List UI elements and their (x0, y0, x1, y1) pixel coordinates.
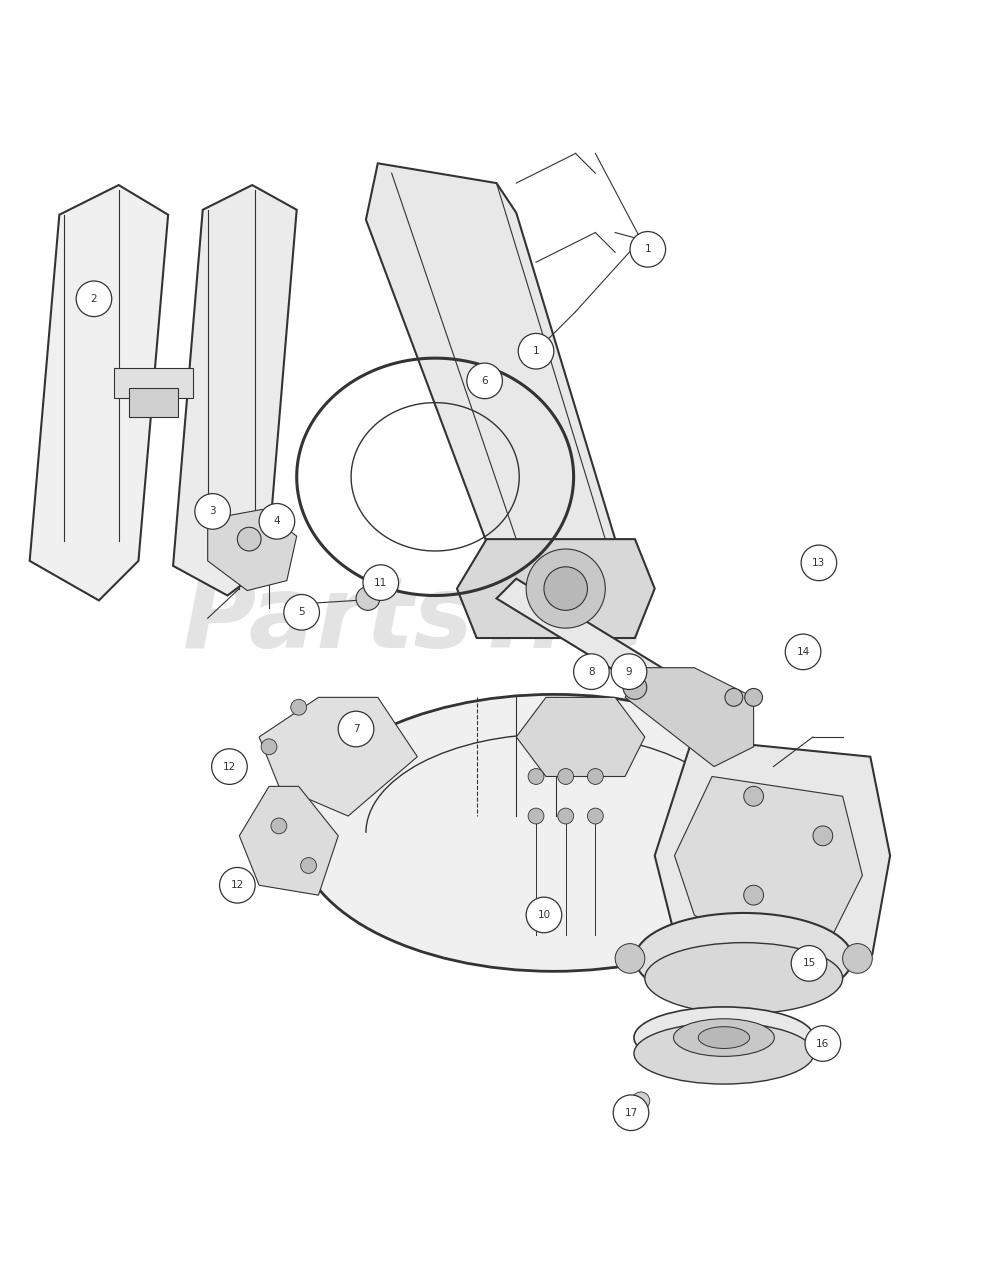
Circle shape (518, 333, 554, 369)
Text: 4: 4 (274, 516, 280, 526)
Polygon shape (655, 739, 890, 974)
Circle shape (630, 232, 666, 268)
Circle shape (76, 282, 112, 316)
Polygon shape (625, 668, 754, 767)
Polygon shape (173, 186, 297, 595)
Circle shape (744, 786, 764, 806)
Polygon shape (259, 698, 417, 817)
Circle shape (291, 699, 307, 716)
Circle shape (338, 712, 374, 746)
Circle shape (587, 768, 603, 785)
Ellipse shape (634, 1023, 814, 1084)
Text: 12: 12 (223, 762, 236, 772)
Text: PartsTre: PartsTre (183, 572, 648, 668)
Ellipse shape (698, 1027, 750, 1048)
Circle shape (261, 739, 277, 755)
Circle shape (574, 654, 609, 690)
Circle shape (526, 897, 562, 933)
Polygon shape (674, 777, 862, 955)
Circle shape (356, 586, 380, 611)
Ellipse shape (674, 1019, 774, 1056)
Text: TM: TM (572, 589, 605, 608)
Circle shape (284, 594, 319, 630)
Text: 15: 15 (802, 959, 816, 969)
Polygon shape (114, 369, 193, 398)
Circle shape (363, 564, 399, 600)
Polygon shape (129, 388, 178, 417)
Text: 12: 12 (230, 881, 244, 891)
Circle shape (791, 946, 827, 982)
Circle shape (813, 826, 833, 846)
Circle shape (785, 634, 821, 669)
Circle shape (632, 1092, 650, 1110)
Circle shape (259, 503, 295, 539)
Circle shape (587, 808, 603, 824)
Ellipse shape (635, 913, 853, 1004)
Ellipse shape (645, 942, 843, 1014)
Text: 17: 17 (624, 1107, 638, 1117)
Polygon shape (496, 579, 694, 708)
Circle shape (623, 676, 647, 699)
Circle shape (237, 527, 261, 550)
Polygon shape (516, 698, 645, 777)
Text: 3: 3 (210, 507, 216, 516)
Circle shape (843, 943, 872, 973)
Circle shape (558, 808, 574, 824)
Circle shape (526, 549, 605, 628)
Circle shape (212, 749, 247, 785)
Text: 1: 1 (645, 244, 651, 255)
Polygon shape (208, 509, 297, 590)
Text: 2: 2 (91, 294, 97, 303)
Circle shape (558, 768, 574, 785)
Text: 7: 7 (353, 724, 359, 733)
Circle shape (301, 858, 316, 873)
Circle shape (801, 545, 837, 581)
Circle shape (615, 943, 645, 973)
Polygon shape (457, 539, 655, 637)
Text: 11: 11 (374, 577, 388, 588)
Text: 13: 13 (812, 558, 826, 568)
Text: 5: 5 (299, 607, 305, 617)
Polygon shape (366, 164, 615, 568)
Circle shape (611, 654, 647, 690)
Circle shape (725, 689, 743, 707)
Circle shape (195, 494, 230, 529)
Circle shape (744, 886, 764, 905)
Circle shape (613, 1094, 649, 1130)
Circle shape (805, 1025, 841, 1061)
Text: 6: 6 (482, 376, 488, 385)
Circle shape (220, 868, 255, 904)
Text: 9: 9 (626, 667, 632, 677)
Text: 14: 14 (796, 646, 810, 657)
Text: 1: 1 (533, 346, 539, 356)
Text: 10: 10 (537, 910, 551, 920)
Circle shape (528, 768, 544, 785)
Polygon shape (30, 186, 168, 600)
Circle shape (271, 818, 287, 833)
Circle shape (528, 808, 544, 824)
Text: 16: 16 (816, 1038, 830, 1048)
Circle shape (745, 689, 763, 707)
Text: 8: 8 (588, 667, 594, 677)
Circle shape (544, 567, 587, 611)
Circle shape (467, 364, 502, 398)
Ellipse shape (634, 1007, 814, 1069)
Ellipse shape (297, 694, 811, 972)
Polygon shape (239, 786, 338, 895)
